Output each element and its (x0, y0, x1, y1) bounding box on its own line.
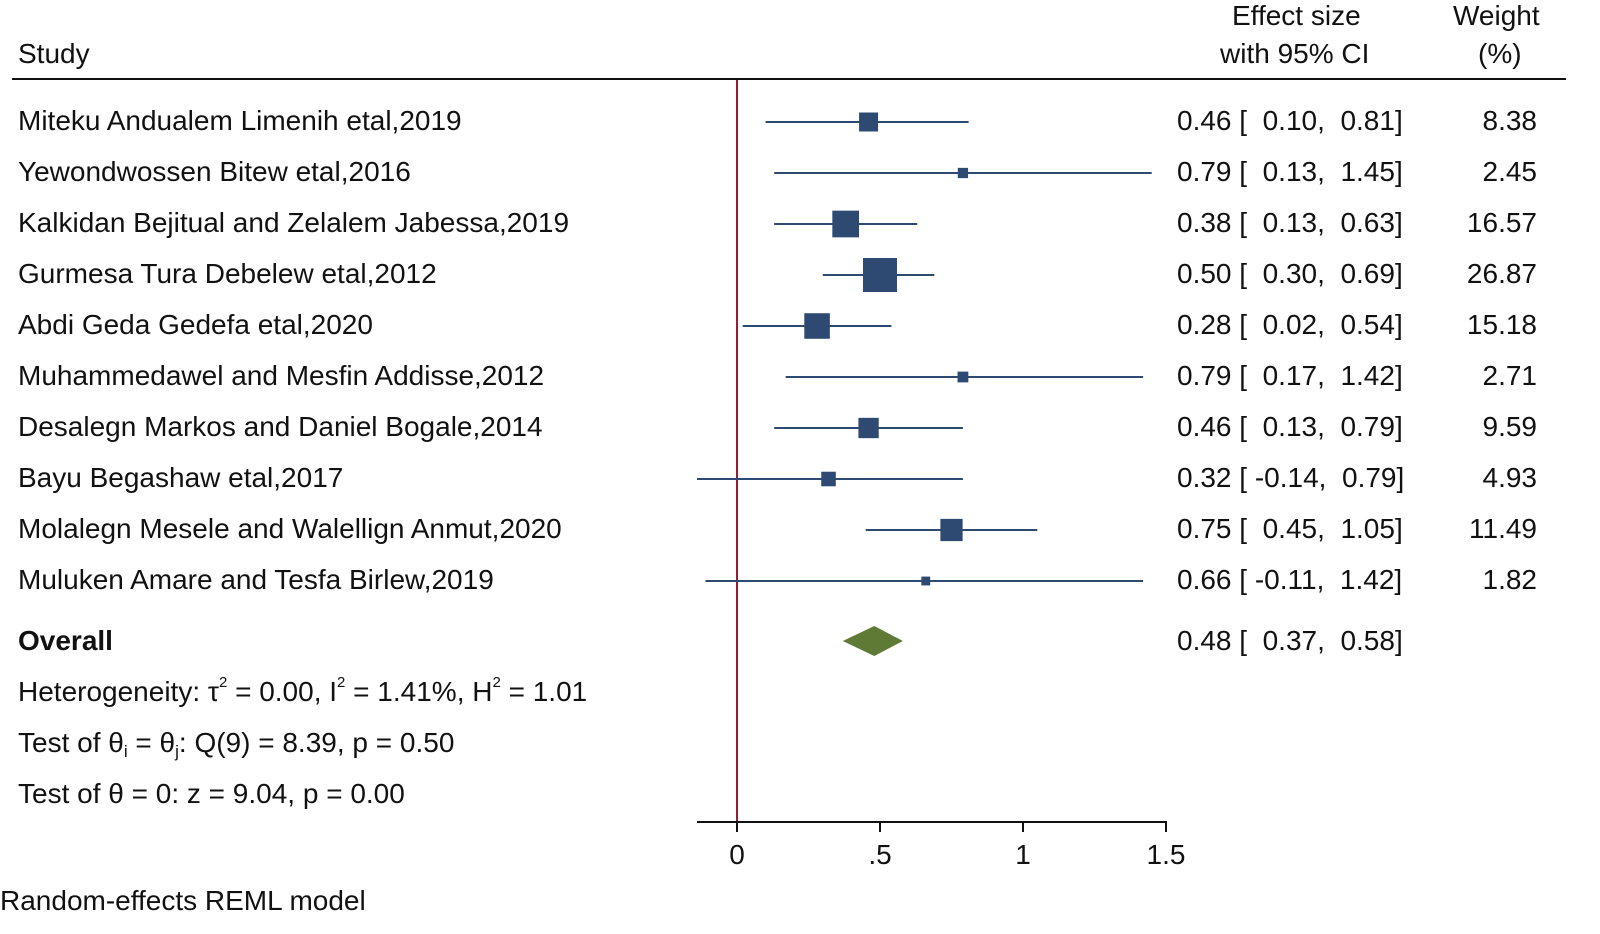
weight-header-line1: Weight (1453, 0, 1540, 31)
test-ij-c: : Q(9) = 8.39, p = 0.50 (178, 727, 455, 758)
effect-box (957, 167, 969, 179)
study-name: Muhammedawel and Mesfin Addisse,2012 (18, 360, 545, 391)
i2-sup: 2 (337, 674, 346, 691)
test-ij-sub-j: j (175, 742, 179, 761)
effect-box (957, 371, 969, 383)
effect-box (858, 417, 879, 439)
effect-box (940, 518, 963, 542)
study-name: Abdi Geda Gedefa etal,2020 (18, 309, 373, 340)
study-name: Desalegn Markos and Daniel Bogale,2014 (18, 411, 543, 442)
study-name: Bayu Begashaw etal,2017 (18, 462, 344, 493)
effect-box (921, 576, 931, 586)
model-footnote: Random-effects REML model (0, 885, 366, 916)
study-weight: 26.87 (1466, 258, 1537, 289)
tau2-sup: 2 (218, 674, 228, 691)
plot-marks: 0 .5 1 1.5 (696, 80, 1186, 870)
test-theta-i-j: Test of θi = θj: Q(9) = 8.39, p = 0.50 (18, 727, 455, 761)
study-name: Molalegn Mesele and Walellign Anmut,2020 (18, 513, 562, 544)
test-ij-a: Test of θ (18, 727, 124, 758)
effect-box (821, 471, 836, 487)
weight-header-line2: (%) (1478, 38, 1522, 69)
overall-effect-ci: 0.48 [ 0.37, 0.58] (1177, 625, 1403, 656)
test-ij-b: = θ (127, 727, 176, 758)
study-name: Kalkidan Bejitual and Zelalem Jabessa,20… (18, 207, 570, 238)
study-name: Yewondwossen Bitew etal,2016 (18, 156, 411, 187)
study-effect-ci: 0.66 [ -0.11, 1.42] (1177, 564, 1403, 595)
study-name: Muluken Amare and Tesfa Birlew,2019 (18, 564, 494, 595)
study-effect-ci: 0.79 [ 0.17, 1.42] (1177, 360, 1403, 391)
study-effect-ci: 0.75 [ 0.45, 1.05] (1177, 513, 1403, 544)
study-weight: 2.71 (1482, 360, 1538, 391)
overall-diamond (842, 626, 903, 656)
i2-value: = 1.41%, H (345, 676, 493, 707)
test-ij-sub-i: i (123, 742, 128, 761)
effect-box (863, 258, 897, 292)
study-effect-ci: 0.79 [ 0.13, 1.45] (1177, 156, 1403, 187)
study-name: Gurmesa Tura Debelew etal,2012 (18, 258, 437, 289)
study-effect-ci: 0.38 [ 0.13, 0.63] (1177, 207, 1403, 238)
h2-value: = 1.01 (500, 676, 588, 707)
study-weight: 1.82 (1482, 564, 1538, 595)
study-effect-ci: 0.46 [ 0.10, 0.81] (1177, 105, 1403, 136)
study-effect-ci: 0.32 [ -0.14, 0.79] (1177, 462, 1405, 493)
heterogeneity-text: Heterogeneity: τ2 = 0.00, I2 = 1.41%, H2… (18, 674, 588, 708)
effect-box (804, 313, 830, 339)
test-theta-zero: Test of θ = 0: z = 9.04, p = 0.00 (18, 778, 405, 809)
study-weight: 4.93 (1482, 462, 1538, 493)
study-effect-ci: 0.28 [ 0.02, 0.54] (1177, 309, 1403, 340)
study-column-header: Study (18, 38, 90, 69)
x-tick-label: 1.5 (1147, 839, 1186, 870)
effect-box (832, 210, 860, 238)
study-weight: 16.57 (1466, 207, 1537, 238)
x-tick-label: 1 (1015, 839, 1031, 870)
effect-size-header-line2: with 95% CI (1220, 38, 1370, 69)
effect-size-header-line1: Effect size (1232, 0, 1361, 31)
heterogeneity-prefix: Heterogeneity: τ (18, 676, 219, 707)
study-name: Miteku Andualem Limenih etal,2019 (18, 105, 462, 136)
effect-box (859, 112, 879, 132)
h2-sup: 2 (492, 674, 501, 691)
tau2-value: = 0.00, I (227, 676, 338, 707)
study-weight: 8.38 (1482, 105, 1538, 136)
study-effect-ci: 0.50 [ 0.30, 0.69] (1177, 258, 1403, 289)
study-effect-ci: 0.46 [ 0.13, 0.79] (1177, 411, 1403, 442)
study-weight: 2.45 (1482, 156, 1538, 187)
study-weight: 9.59 (1482, 411, 1538, 442)
x-tick-label: .5 (868, 839, 891, 870)
x-tick-label: 0 (729, 839, 745, 870)
study-weight: 11.49 (1469, 513, 1537, 544)
overall-label: Overall (18, 625, 113, 656)
study-weight: 15.18 (1466, 309, 1537, 340)
